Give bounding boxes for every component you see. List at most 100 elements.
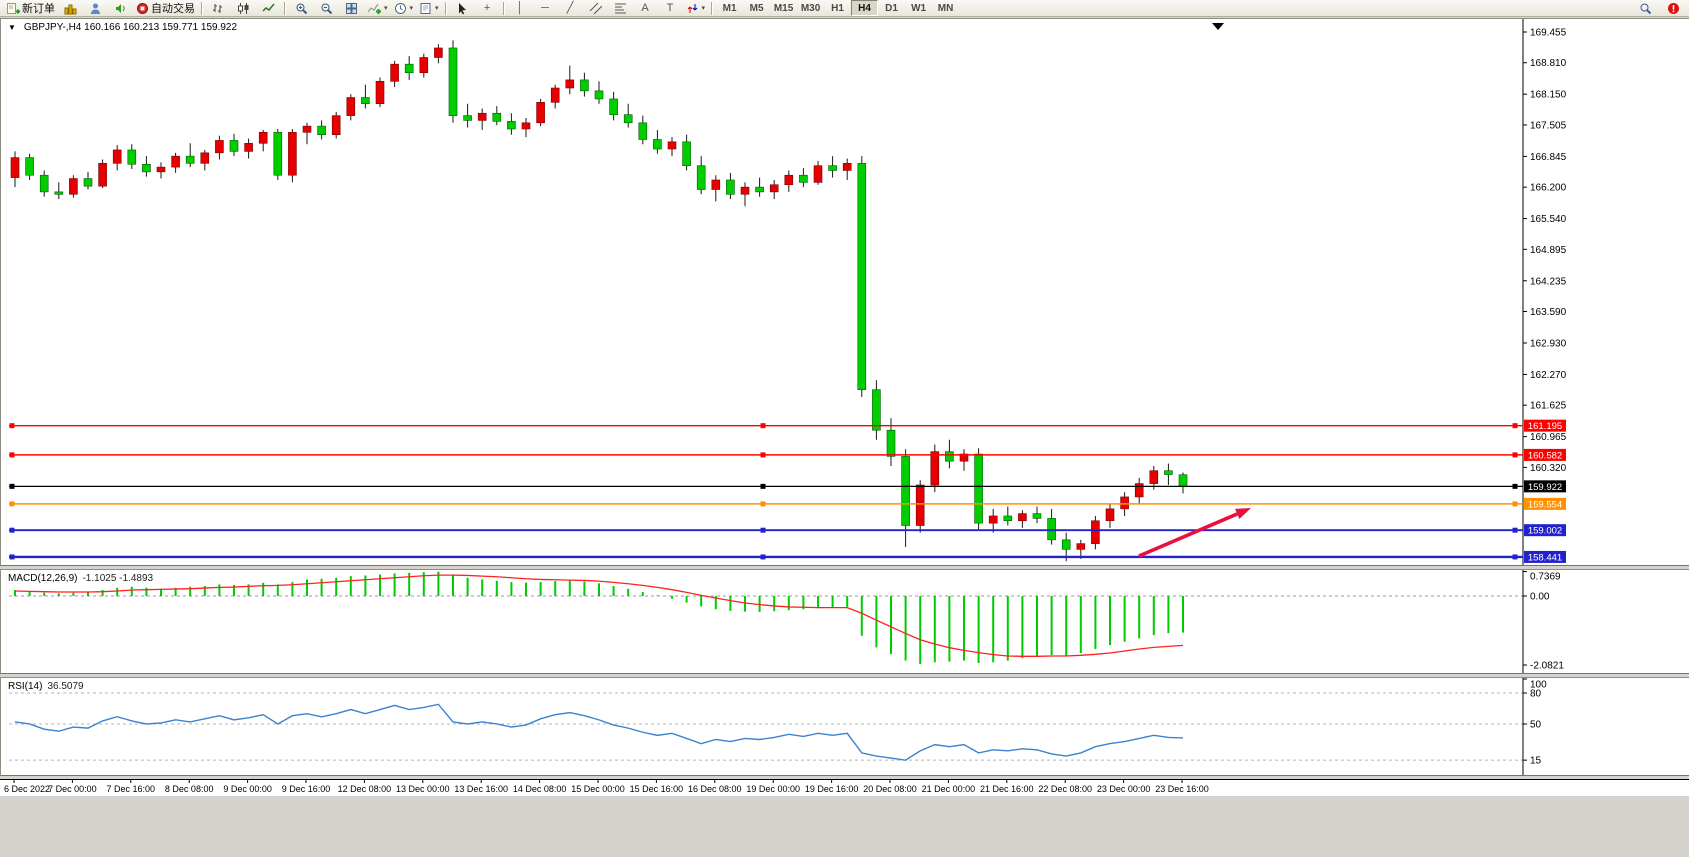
crosshair-button[interactable]: + xyxy=(475,0,500,17)
text-button[interactable]: A xyxy=(633,0,658,17)
price-tick-label[interactable]: 162.930 xyxy=(1530,338,1567,349)
search-button[interactable] xyxy=(1633,0,1658,17)
sounds-button[interactable] xyxy=(108,0,133,17)
price-tick-label[interactable]: 165.540 xyxy=(1530,214,1567,225)
rsi-axis-label[interactable]: 15 xyxy=(1530,756,1542,767)
charts-button[interactable] xyxy=(58,0,83,17)
price-tick-label[interactable]: 167.505 xyxy=(1530,120,1567,131)
fibonacci-button[interactable] xyxy=(608,0,633,17)
periods-button[interactable]: ▾ xyxy=(391,0,417,17)
price-tick-label[interactable]: 160.965 xyxy=(1530,432,1567,443)
price-tick-label[interactable]: 168.150 xyxy=(1530,90,1567,101)
line-chart-button[interactable] xyxy=(256,0,281,17)
arrows-button[interactable]: ▾ xyxy=(683,0,709,17)
price-tick-label[interactable]: 164.895 xyxy=(1530,245,1567,256)
rsi-axis-label[interactable]: 100 xyxy=(1530,680,1547,691)
time-tick-label[interactable]: 6 Dec 2022 xyxy=(4,784,50,794)
zoom-out-button[interactable] xyxy=(314,0,339,17)
line-handle[interactable] xyxy=(1512,554,1518,560)
time-tick-label[interactable]: 19 Dec 00:00 xyxy=(746,784,800,794)
line-handle[interactable] xyxy=(1512,423,1518,429)
timeframe-m15[interactable]: M15 xyxy=(773,2,794,14)
auto-trading-button[interactable]: 自动交易 xyxy=(133,0,198,17)
macd-axis-label[interactable]: 0.00 xyxy=(1530,592,1550,603)
timeframe-m30[interactable]: M30 xyxy=(800,2,821,14)
rsi-axis-label[interactable]: 80 xyxy=(1530,689,1542,700)
trendline-button[interactable]: ╱ xyxy=(558,0,583,17)
cursor-button[interactable] xyxy=(450,0,475,17)
timeframe-h4[interactable]: H4 xyxy=(851,0,879,16)
time-tick-label[interactable]: 12 Dec 08:00 xyxy=(338,784,392,794)
price-tick-label[interactable]: 168.810 xyxy=(1530,58,1567,69)
time-axis[interactable]: 6 Dec 2022 7 Dec 00:00 7 Dec 16:00 8 Dec 08… xyxy=(0,779,1689,796)
line-handle[interactable] xyxy=(760,501,766,507)
time-tick-label[interactable]: 14 Dec 08:00 xyxy=(513,784,567,794)
timeframe-mn[interactable]: MN xyxy=(937,2,954,14)
line-handle[interactable] xyxy=(760,423,766,429)
scroll-to-end-marker[interactable] xyxy=(1212,23,1224,30)
macd-axis-label[interactable]: -2.0821 xyxy=(1530,661,1564,672)
line-handle[interactable] xyxy=(9,527,15,533)
line-handle[interactable] xyxy=(1512,452,1518,458)
time-tick-label[interactable]: 7 Dec 16:00 xyxy=(107,784,156,794)
timeframe-w1[interactable]: W1 xyxy=(911,2,927,14)
price-tick-label[interactable]: 166.200 xyxy=(1530,183,1567,194)
channel-button[interactable] xyxy=(583,0,608,17)
line-handle[interactable] xyxy=(760,483,766,489)
time-tick-label[interactable]: 15 Dec 00:00 xyxy=(571,784,625,794)
macd-axis-label[interactable]: 0.7369 xyxy=(1530,572,1561,583)
timeframe-d1[interactable]: D1 xyxy=(885,2,898,14)
price-chart-canvas[interactable]: 169.455 168.810 168.150 167.505 166.845 166.2… xyxy=(1,19,1689,565)
vertical-line-button[interactable]: │ xyxy=(508,0,533,17)
line-handle[interactable] xyxy=(760,527,766,533)
price-tick-label[interactable]: 161.625 xyxy=(1530,401,1567,412)
time-tick-label[interactable]: 15 Dec 16:00 xyxy=(630,784,684,794)
timeframe-h1[interactable]: H1 xyxy=(831,2,844,14)
price-tick-label[interactable]: 169.455 xyxy=(1530,28,1567,39)
time-tick-label[interactable]: 19 Dec 16:00 xyxy=(805,784,859,794)
price-tick-label[interactable]: 162.270 xyxy=(1530,370,1567,381)
line-handle[interactable] xyxy=(760,554,766,560)
time-tick-label[interactable]: 7 Dec 00:00 xyxy=(48,784,97,794)
time-tick-label[interactable]: 22 Dec 08:00 xyxy=(1038,784,1092,794)
symbol-dropdown-icon[interactable]: ▼ xyxy=(8,23,16,32)
bar-chart-button[interactable] xyxy=(206,0,231,17)
price-tick-label[interactable]: 163.590 xyxy=(1530,307,1567,318)
time-tick-label[interactable]: 23 Dec 00:00 xyxy=(1097,784,1151,794)
tile-windows-button[interactable] xyxy=(339,0,364,17)
line-handle[interactable] xyxy=(9,483,15,489)
line-handle[interactable] xyxy=(1512,527,1518,533)
time-tick-label[interactable]: 23 Dec 16:00 xyxy=(1155,784,1209,794)
time-tick-label[interactable]: 13 Dec 00:00 xyxy=(396,784,450,794)
time-tick-label[interactable]: 21 Dec 16:00 xyxy=(980,784,1034,794)
line-handle[interactable] xyxy=(760,452,766,458)
time-tick-label[interactable]: 13 Dec 16:00 xyxy=(454,784,508,794)
time-tick-label[interactable]: 9 Dec 00:00 xyxy=(223,784,272,794)
time-tick-label[interactable]: 16 Dec 08:00 xyxy=(688,784,742,794)
line-handle[interactable] xyxy=(1512,483,1518,489)
templates-button[interactable]: ▾ xyxy=(416,0,442,17)
new-order-button[interactable]: 新订单 xyxy=(3,0,58,17)
line-handle[interactable] xyxy=(9,452,15,458)
timeframe-m5[interactable]: M5 xyxy=(749,2,764,14)
time-tick-label[interactable]: 20 Dec 08:00 xyxy=(863,784,917,794)
rsi-axis-label[interactable]: 50 xyxy=(1530,719,1542,730)
candlestick-chart-button[interactable] xyxy=(231,0,256,17)
timeframe-m1[interactable]: M1 xyxy=(722,2,737,14)
trend-arrow-annotation[interactable] xyxy=(1138,512,1238,558)
alert-button[interactable] xyxy=(1661,0,1686,17)
time-tick-label[interactable]: 9 Dec 16:00 xyxy=(282,784,331,794)
line-handle[interactable] xyxy=(9,554,15,560)
indicators-button[interactable]: ▾ xyxy=(364,0,391,17)
line-handle[interactable] xyxy=(1512,501,1518,507)
price-tick-label[interactable]: 166.845 xyxy=(1530,152,1567,163)
zoom-in-button[interactable] xyxy=(289,0,314,17)
text-label-button[interactable]: T xyxy=(658,0,683,17)
line-handle[interactable] xyxy=(9,423,15,429)
profiles-button[interactable] xyxy=(83,0,108,17)
time-tick-label[interactable]: 8 Dec 08:00 xyxy=(165,784,214,794)
price-tick-label[interactable]: 164.235 xyxy=(1530,276,1567,287)
macd-canvas[interactable]: 0.7369 0.00 -2.0821 xyxy=(1,570,1689,673)
price-tick-label[interactable]: 160.320 xyxy=(1530,463,1567,474)
